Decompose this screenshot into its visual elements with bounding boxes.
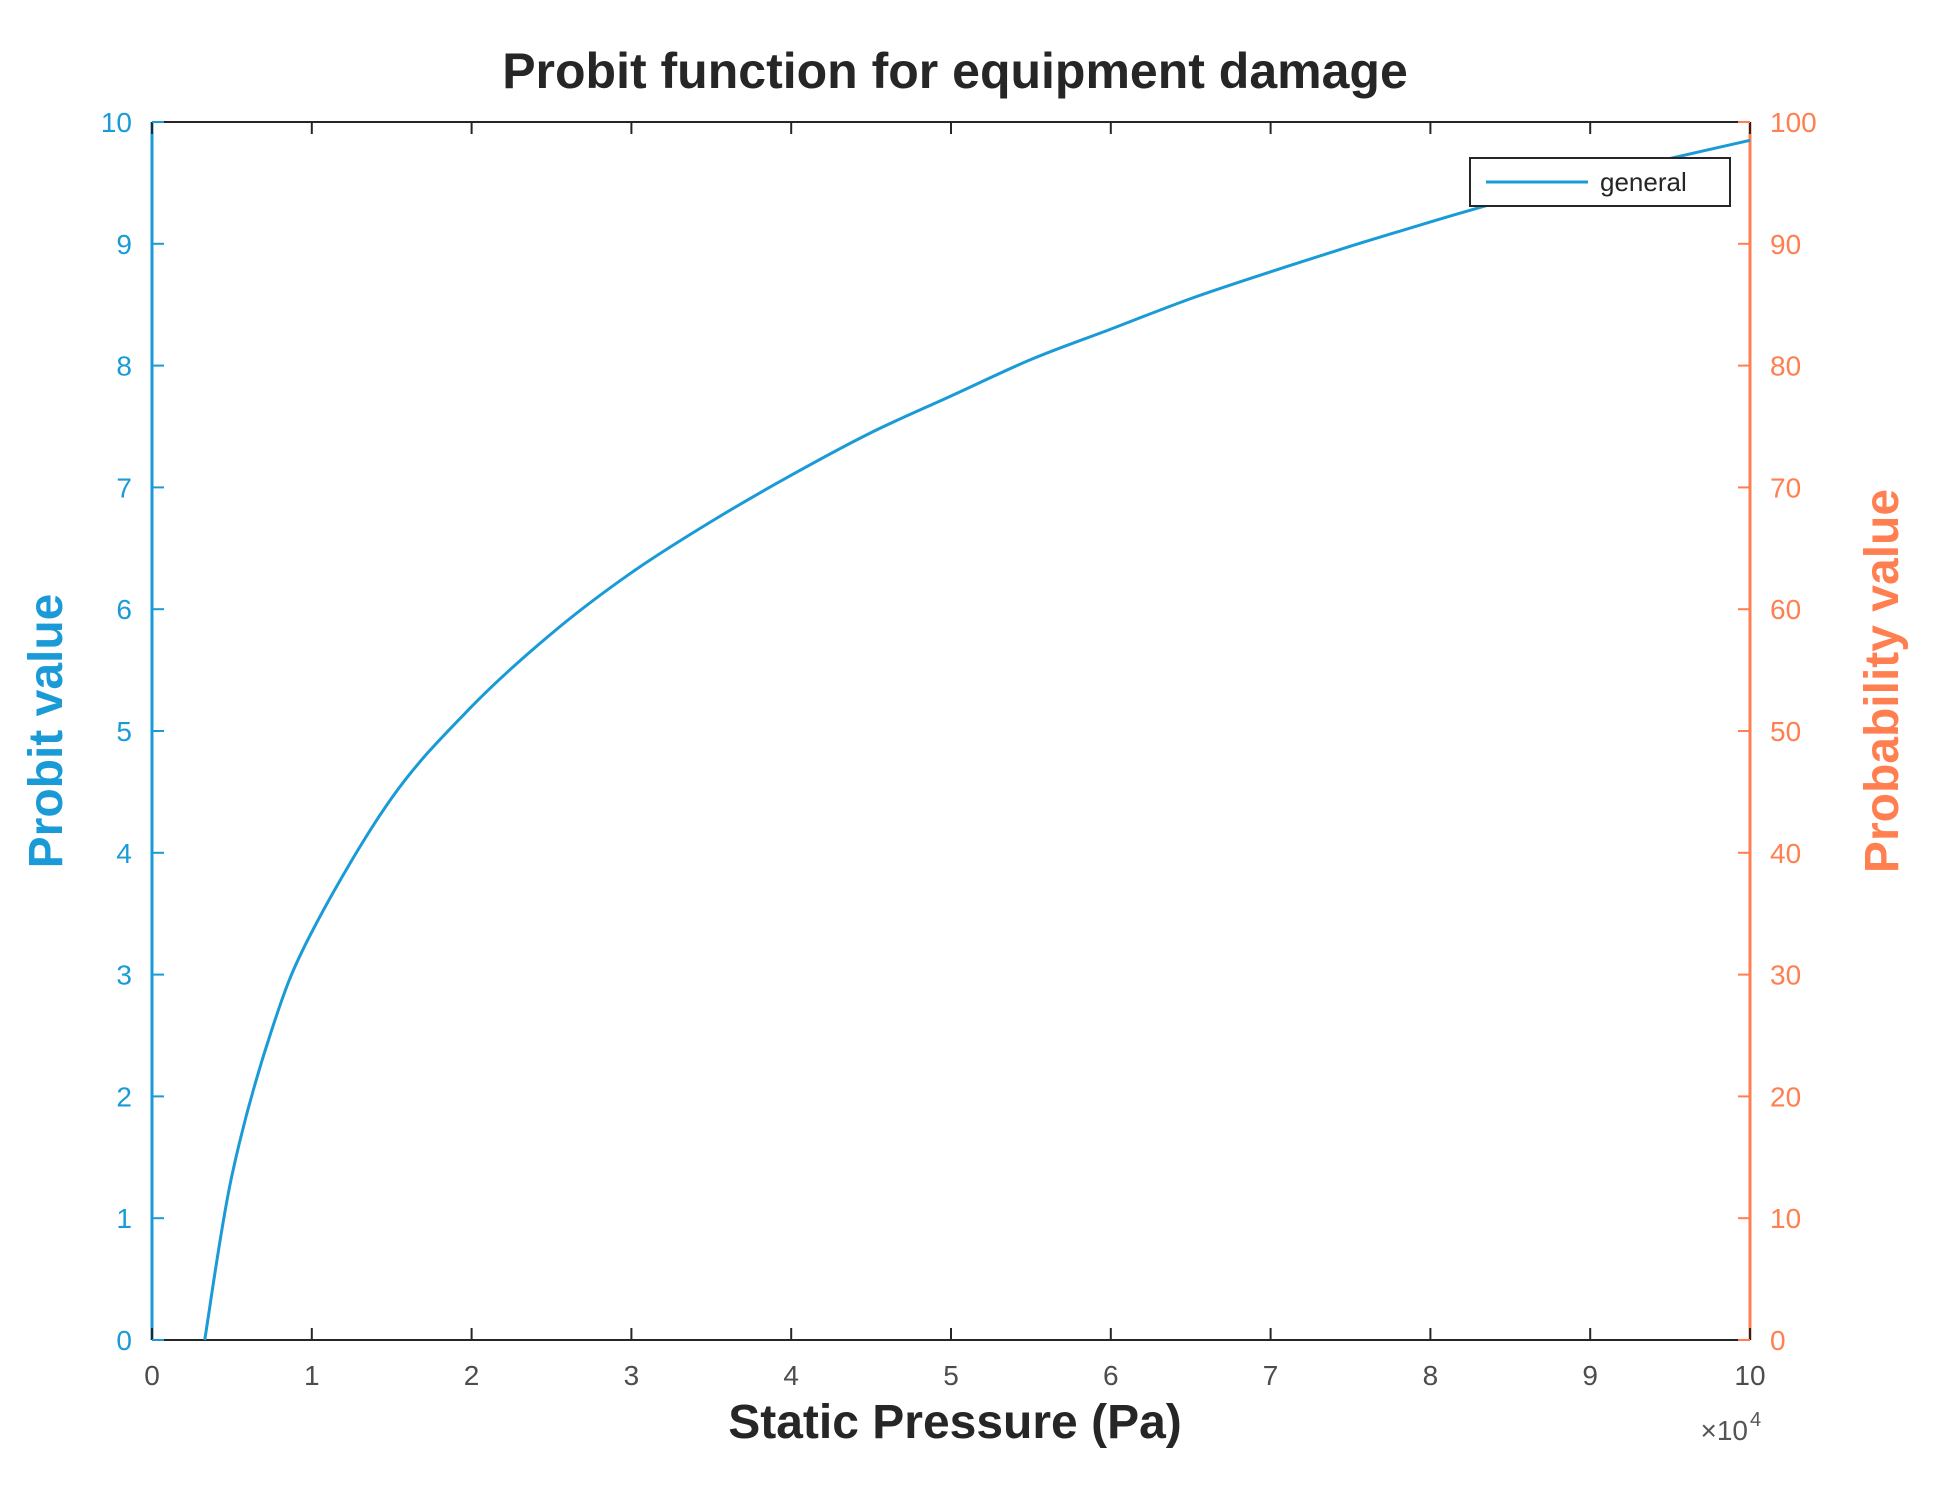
legend-label-general: general (1600, 167, 1687, 197)
y-tick-label: 1 (116, 1203, 132, 1234)
y-tick-label: 8 (116, 351, 132, 382)
x-tick-label: 9 (1582, 1360, 1598, 1391)
y2-tick-label: 70 (1770, 472, 1801, 503)
y-tick-label: 3 (116, 960, 132, 991)
y2-tick-label: 40 (1770, 838, 1801, 869)
y-tick-label: 5 (116, 716, 132, 747)
chart-title: Probit function for equipment damage (502, 43, 1408, 99)
y2-axis-label: Probability value (1856, 489, 1909, 873)
x-axis-label: Static Pressure (Pa) (728, 1396, 1182, 1449)
x-tick-label: 1 (304, 1360, 320, 1391)
y-tick-label: 10 (101, 107, 132, 138)
y2-tick-label: 0 (1770, 1325, 1786, 1356)
y-axis-label: Probit value (20, 594, 73, 869)
y2-tick-label: 90 (1770, 229, 1801, 260)
x-tick-label: 8 (1423, 1360, 1439, 1391)
y2-tick-label: 20 (1770, 1081, 1801, 1112)
x-tick-label: 7 (1263, 1360, 1279, 1391)
x-tick-label: 4 (783, 1360, 799, 1391)
x-axis-exponent-power: 4 (1750, 1409, 1761, 1431)
x-axis-exponent: ×10 4 (1701, 1409, 1762, 1446)
plot-area: 0 1 2 3 4 5 6 7 8 9 100123456789100102030405060708… (101, 107, 1817, 1391)
x-tick-label: 6 (1103, 1360, 1119, 1391)
legend: general (1469, 157, 1731, 207)
y2-tick-label: 50 (1770, 716, 1801, 747)
y-tick-label: 2 (116, 1081, 132, 1112)
y2-tick-label: 30 (1770, 960, 1801, 991)
y-tick-label: 7 (116, 472, 132, 503)
x-tick-label: 3 (624, 1360, 640, 1391)
y-tick-label: 0 (116, 1325, 132, 1356)
y2-tick-label: 60 (1770, 594, 1801, 625)
y2-tick-label: 80 (1770, 351, 1801, 382)
x-tick-label: 5 (943, 1360, 959, 1391)
x-tick-label: 0 (144, 1360, 160, 1391)
y-tick-label: 6 (116, 594, 132, 625)
x-tick-label: 2 (464, 1360, 480, 1391)
series-line-general (203, 138, 1751, 1341)
y-tick-label: 4 (116, 838, 132, 869)
x-axis-exponent-base: ×10 (1701, 1415, 1749, 1446)
y2-tick-label: 10 (1770, 1203, 1801, 1234)
x-tick-label: 10 (1734, 1360, 1765, 1391)
y2-tick-label: 100 (1770, 107, 1817, 138)
y-tick-label: 9 (116, 229, 132, 260)
